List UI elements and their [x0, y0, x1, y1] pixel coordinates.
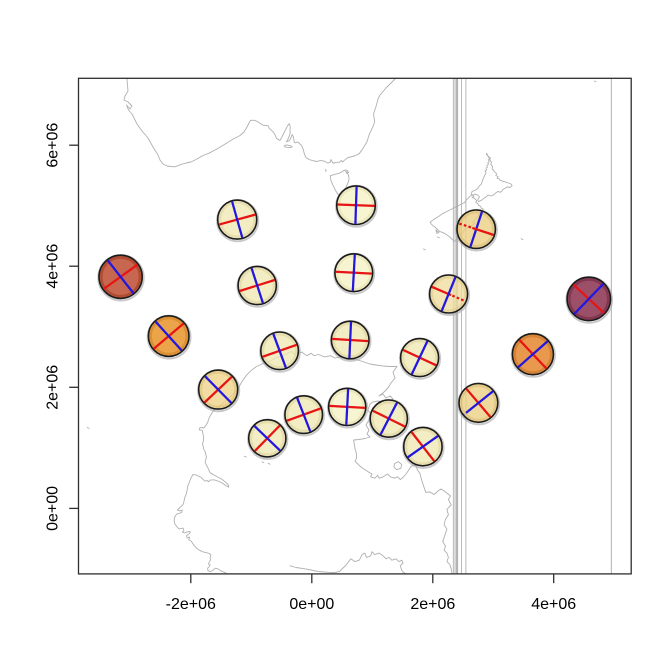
svg-text:2e+06: 2e+06: [45, 365, 62, 410]
svg-text:2e+06: 2e+06: [410, 596, 455, 613]
svg-text:6e+06: 6e+06: [45, 123, 62, 168]
svg-text:4e+06: 4e+06: [531, 596, 576, 613]
svg-text:0e+00: 0e+00: [289, 596, 334, 613]
svg-text:-2e+06: -2e+06: [166, 596, 216, 613]
svg-text:0e+00: 0e+00: [45, 486, 62, 531]
svg-text:4e+06: 4e+06: [45, 244, 62, 289]
